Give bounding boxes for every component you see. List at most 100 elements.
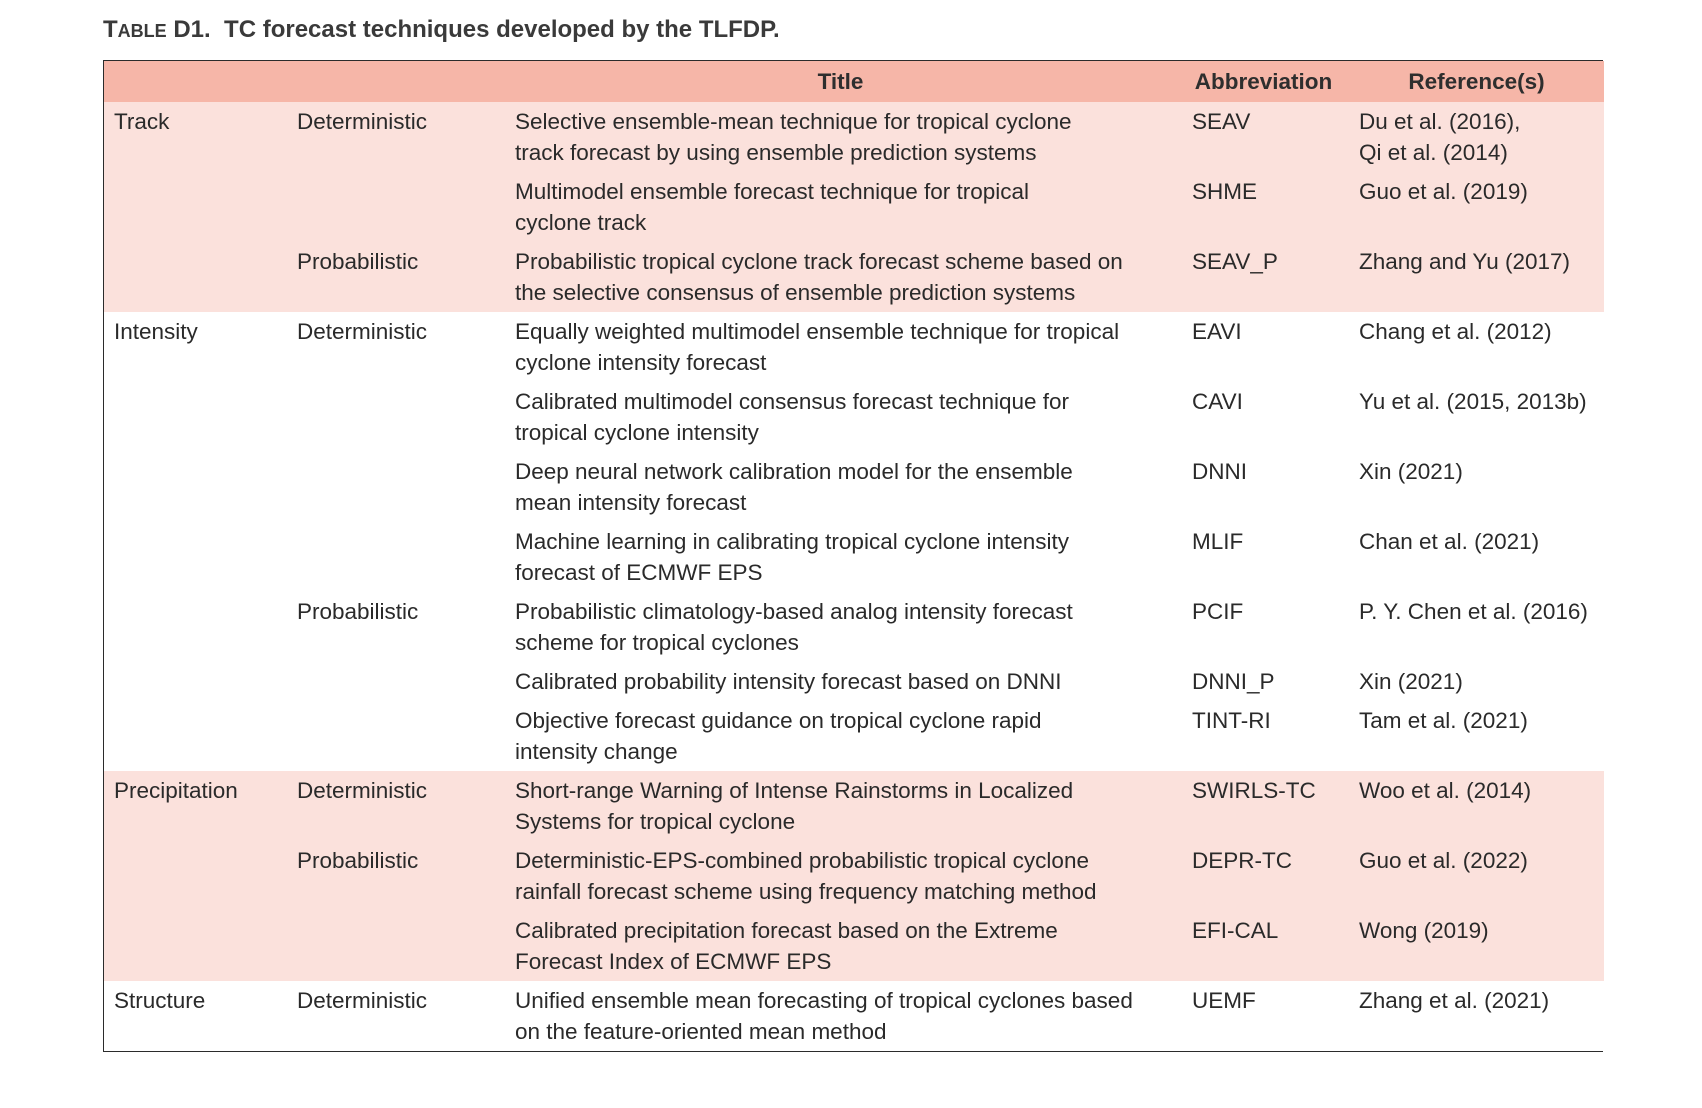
cell-title: Deep neural network calibration model fo… [503,452,1178,522]
cell-title: Selective ensemble-mean technique for tr… [503,102,1178,172]
cell-title: Probabilistic climatology-based analog i… [503,592,1178,662]
title-line: scheme for tropical cyclones [515,630,799,655]
reference-line: Guo et al. (2019) [1359,179,1528,204]
header-abbreviation: Abbreviation [1178,61,1349,102]
cell-category [104,662,287,701]
table-row: Probabilistic Probabilistic climatology-b… [104,592,1604,662]
reference-line: Tam et al. (2021) [1359,708,1528,733]
table-row: Multimodel ensemble forecast technique f… [104,172,1604,242]
reference-line: P. Y. Chen et al. (2016) [1359,599,1588,624]
cell-type [287,662,503,701]
title-line: Deterministic-EPS-combined probabilistic… [515,848,1089,873]
cell-references: Yu et al. (2015, 2013b) [1349,382,1604,452]
cell-category [104,172,287,242]
reference-line: Xin (2021) [1359,459,1463,484]
title-line: track forecast by using ensemble predict… [515,140,1037,165]
title-line: cyclone track [515,210,647,235]
cell-type: Deterministic [287,771,503,841]
reference-line: Zhang and Yu (2017) [1359,249,1571,274]
title-line: Short-range Warning of Intense Rainstorm… [515,778,1074,803]
title-line: Unified ensemble mean forecasting of tro… [515,988,1133,1013]
header-category [104,61,287,102]
cell-abbreviation: EAVI [1178,312,1349,382]
cell-abbreviation: EFI-CAL [1178,911,1349,981]
cell-type [287,452,503,522]
cell-type [287,382,503,452]
cell-references: Wong (2019) [1349,911,1604,981]
title-line: Equally weighted multimodel ensemble tec… [515,319,1120,344]
cell-abbreviation: DEPR-TC [1178,841,1349,911]
cell-type: Probabilistic [287,242,503,312]
cell-category: Structure [104,981,287,1051]
reference-line: Guo et al. (2022) [1359,848,1528,873]
cell-category [104,911,287,981]
cell-abbreviation: SEAV [1178,102,1349,172]
cell-abbreviation: MLIF [1178,522,1349,592]
title-line: Selective ensemble-mean technique for tr… [515,109,1072,134]
table-row: Track Deterministic Selective ensemble-mea… [104,102,1604,172]
table-row: Calibrated precipitation forecast based … [104,911,1604,981]
table-row: Probabilistic Deterministic-EPS-combined … [104,841,1604,911]
title-line: Forecast Index of ECMWF EPS [515,949,832,974]
cell-title: Equally weighted multimodel ensemble tec… [503,312,1178,382]
cell-type: Probabilistic [287,841,503,911]
cell-title: Deterministic-EPS-combined probabilistic… [503,841,1178,911]
table-row: Objective forecast guidance on tropical … [104,701,1604,771]
cell-abbreviation: PCIF [1178,592,1349,662]
title-line: Objective forecast guidance on tropical … [515,708,1042,733]
reference-line: Wong (2019) [1359,918,1489,943]
cell-abbreviation: TINT-RI [1178,701,1349,771]
cell-references: Xin (2021) [1349,452,1604,522]
cell-category: Intensity [104,312,287,382]
cell-references: Du et al. (2016), Qi et al. (2014) [1349,102,1604,172]
cell-abbreviation: CAVI [1178,382,1349,452]
table-header-row: Title Abbreviation Reference(s) [104,61,1604,102]
title-line: Probabilistic climatology-based analog i… [515,599,1073,624]
table-row: Machine learning in calibrating tropical… [104,522,1604,592]
title-line: Systems for tropical cyclone [515,809,796,834]
title-line: Probabilistic tropical cyclone track for… [515,249,1123,274]
cell-abbreviation: SEAV_P [1178,242,1349,312]
table-row: Calibrated multimodel consensus forecast… [104,382,1604,452]
cell-category: Precipitation [104,771,287,841]
cell-abbreviation: DNNI_P [1178,662,1349,701]
title-line: rainfall forecast scheme using frequency… [515,879,1097,904]
cell-title: Probabilistic tropical cyclone track for… [503,242,1178,312]
cell-type: Deterministic [287,102,503,172]
title-line: Calibrated precipitation forecast based … [515,918,1058,943]
cell-type [287,911,503,981]
cell-references: Chang et al. (2012) [1349,312,1604,382]
title-line: cyclone intensity forecast [515,350,767,375]
cell-references: Chan et al. (2021) [1349,522,1604,592]
cell-title: Short-range Warning of Intense Rainstorm… [503,771,1178,841]
reference-line: Qi et al. (2014) [1359,140,1508,165]
header-references: Reference(s) [1349,61,1604,102]
caption-label-initial: T [103,16,118,43]
header-type [287,61,503,102]
cell-references: P. Y. Chen et al. (2016) [1349,592,1604,662]
cell-category [104,382,287,452]
cell-abbreviation: UEMF [1178,981,1349,1051]
cell-category [104,841,287,911]
cell-abbreviation: SHME [1178,172,1349,242]
table-caption: TABLE D1. TC forecast techniques develop… [103,16,780,44]
table-body: Track Deterministic Selective ensemble-mea… [104,102,1604,1051]
cell-references: Xin (2021) [1349,662,1604,701]
header-title: Title [503,61,1178,102]
caption-label-smallcaps: ABLE [117,21,167,41]
cell-category [104,522,287,592]
cell-type: Probabilistic [287,592,503,662]
cell-type [287,172,503,242]
cell-references: Woo et al. (2014) [1349,771,1604,841]
cell-references: Guo et al. (2022) [1349,841,1604,911]
title-line: intensity change [515,739,678,764]
title-line: on the feature-oriented mean method [515,1019,887,1044]
cell-type: Deterministic [287,981,503,1051]
caption-number: D1. [173,16,211,43]
title-line: Calibrated multimodel consensus forecast… [515,389,1070,414]
reference-line: Woo et al. (2014) [1359,778,1532,803]
title-line: the selective consensus of ensemble pred… [515,280,1076,305]
title-line: forecast of ECMWF EPS [515,560,763,585]
cell-title: Calibrated probability intensity forecas… [503,662,1178,701]
title-line: tropical cyclone intensity [515,420,759,445]
